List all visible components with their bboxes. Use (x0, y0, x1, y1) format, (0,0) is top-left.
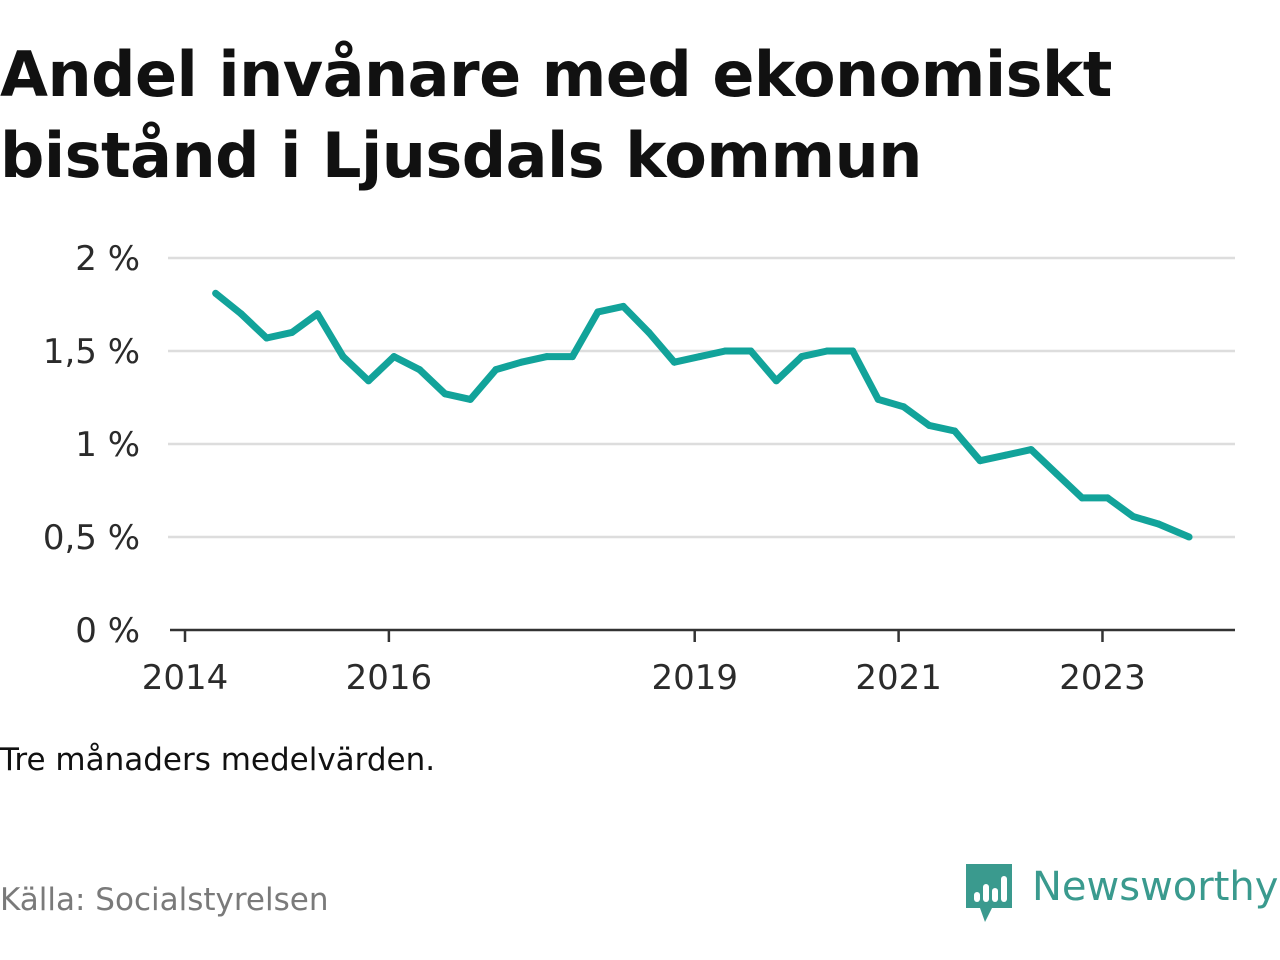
data-point (721, 347, 729, 355)
data-point (365, 377, 372, 385)
y-tick-label: 2 % (75, 239, 140, 279)
series-layer (212, 289, 1193, 541)
data-point (517, 358, 525, 366)
data-point (466, 395, 474, 403)
data-point (1129, 513, 1137, 520)
data-point (492, 366, 500, 374)
data-point (1155, 520, 1162, 528)
data-point (874, 395, 882, 403)
data-point (390, 353, 398, 361)
data-point (645, 328, 653, 336)
x-tick-label: 2014 (142, 658, 229, 698)
data-point (670, 358, 678, 366)
data-point (441, 390, 449, 398)
series-line (213, 290, 1191, 541)
chart-title: Andel invånare med ekonomiskt bistånd i … (0, 38, 1112, 192)
x-axis (170, 628, 1235, 642)
brand-logo: Newsworthy (964, 862, 1279, 926)
x-tick-label: 2023 (1059, 658, 1146, 698)
line-chart: 0 % 0,5 % 1 % 1,5 % 2 % 2014 2016 2019 2021 2023 (43, 239, 1235, 698)
newsworthy-logo-icon (966, 864, 1012, 922)
data-point (849, 347, 857, 355)
x-tick-label: 2019 (651, 658, 738, 698)
data-point (951, 427, 959, 435)
data-point (1027, 446, 1035, 454)
data-point (696, 353, 704, 361)
data-point (925, 421, 933, 429)
y-tick-label: 1 % (75, 425, 140, 465)
data-point (1185, 533, 1193, 541)
y-axis-labels: 0 % 0,5 % 1 % 1,5 % 2 % (43, 239, 140, 651)
x-tick-label: 2021 (855, 658, 942, 698)
x-tick-label: 2016 (346, 658, 433, 698)
data-point (619, 302, 627, 310)
data-point (1053, 470, 1061, 478)
data-point (1078, 494, 1086, 502)
data-point (263, 334, 271, 342)
data-point (798, 353, 806, 361)
source-text: Källa: Socialstyrelsen (0, 882, 329, 918)
y-tick-label: 0 % (75, 611, 140, 651)
brand-name: Newsworthy (1032, 864, 1279, 910)
data-point (772, 377, 780, 385)
y-tick-label: 0,5 % (43, 518, 140, 558)
data-point (237, 310, 245, 318)
chart-note: Tre månaders medelvärden. (0, 742, 436, 778)
data-point (339, 353, 347, 361)
data-point (568, 353, 576, 361)
data-point (900, 403, 908, 411)
data-point (543, 353, 551, 361)
data-point (1104, 494, 1112, 502)
data-point (288, 328, 296, 336)
data-point (594, 308, 602, 316)
data-point (747, 347, 755, 355)
x-axis-labels: 2014 2016 2019 2021 2023 (142, 658, 1146, 698)
data-point (416, 366, 423, 374)
y-tick-label: 1,5 % (43, 332, 140, 372)
data-point (1002, 451, 1010, 459)
gridlines (168, 256, 1235, 539)
data-point (976, 457, 984, 465)
data-point (212, 289, 220, 297)
data-point (314, 310, 321, 318)
data-point (823, 347, 831, 355)
